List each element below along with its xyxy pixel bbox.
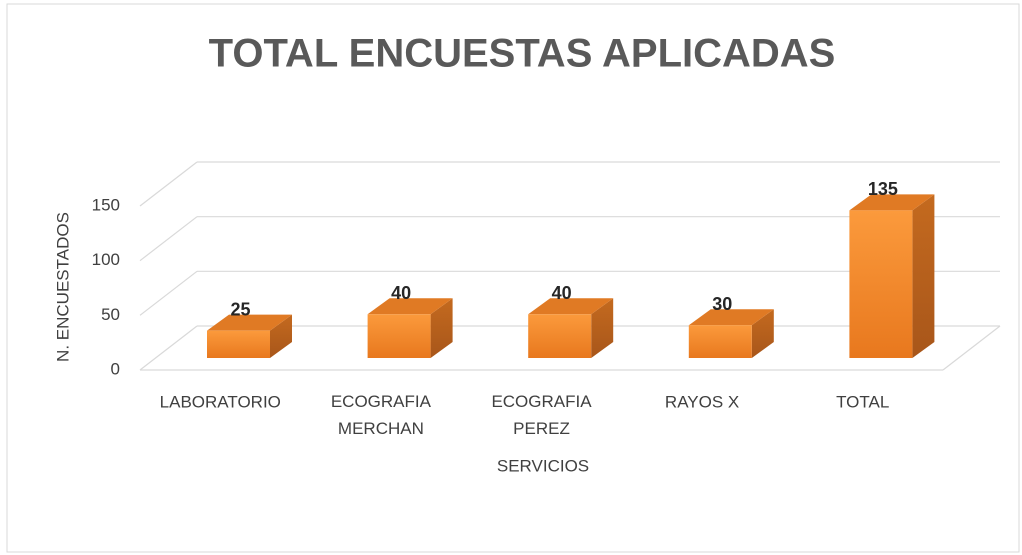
data-label: 135 [868, 179, 898, 199]
x-tick-label: RAYOS X [665, 392, 739, 411]
bar-front [688, 325, 752, 358]
y-tick-label: 0 [111, 359, 120, 378]
bar-front [367, 314, 431, 358]
bar-side [591, 298, 614, 358]
bar-side [751, 309, 774, 358]
floor-line [942, 325, 1001, 371]
data-label: 40 [552, 283, 572, 303]
y-tick-label: 50 [101, 305, 120, 324]
y-tick-label: 150 [92, 195, 120, 214]
grid-line [139, 270, 198, 316]
x-tick-label: ECOGRAFIA MERCHAN [331, 392, 432, 438]
bar [688, 309, 774, 358]
bar [849, 194, 935, 358]
bar [207, 314, 292, 358]
x-axis-title: SERVICIOS [497, 456, 589, 475]
bar-side [912, 194, 935, 358]
data-label: 40 [391, 283, 411, 303]
grid-line [139, 216, 198, 262]
x-tick-label: LABORATORIO [160, 392, 281, 411]
bar-side [270, 314, 292, 358]
bar-top [688, 309, 774, 326]
x-tick-label: TOTAL [836, 392, 889, 411]
bar-front [207, 330, 270, 358]
data-label: 30 [712, 294, 732, 314]
bar-front [849, 210, 913, 358]
bar-side [430, 298, 453, 358]
bar-top [528, 298, 614, 315]
y-tick-label: 100 [92, 250, 120, 269]
bar-top [207, 314, 292, 331]
bar-front [528, 314, 592, 358]
x-tick-label: ECOGRAFIA PEREZ [491, 392, 592, 438]
y-axis-title: N. ENCUESTADOS [53, 212, 72, 362]
chart-title: TOTAL ENCUESTAS APLICADAS [209, 32, 836, 76]
bar-top [367, 298, 453, 315]
data-label: 25 [230, 299, 250, 319]
bar [367, 298, 453, 358]
bar [528, 298, 614, 358]
grid-line [139, 161, 198, 207]
bar-top [849, 194, 935, 211]
grid-line [139, 325, 198, 371]
